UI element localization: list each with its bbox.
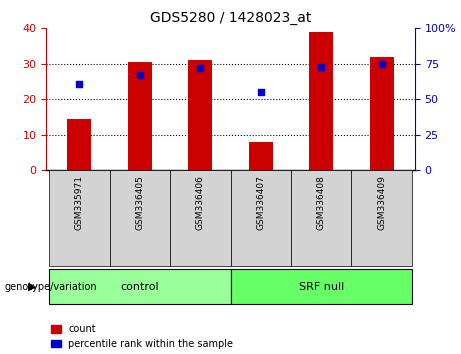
- Bar: [291, 170, 351, 266]
- Bar: [230, 170, 291, 266]
- Text: GSM336406: GSM336406: [196, 175, 205, 230]
- Legend: count, percentile rank within the sample: count, percentile rank within the sample: [51, 324, 233, 349]
- Point: [76, 81, 83, 86]
- Bar: [188, 60, 213, 170]
- Bar: [110, 170, 170, 266]
- Bar: [49, 269, 230, 304]
- Bar: [230, 269, 412, 304]
- Point: [257, 89, 265, 95]
- Bar: [49, 170, 110, 266]
- Point: [196, 65, 204, 71]
- Text: GSM336409: GSM336409: [377, 175, 386, 230]
- Bar: [170, 170, 230, 266]
- Text: GSM335971: GSM335971: [75, 175, 84, 230]
- Bar: [67, 119, 91, 170]
- Text: ▶: ▶: [29, 282, 37, 292]
- Bar: [309, 32, 333, 170]
- Text: GSM336407: GSM336407: [256, 175, 265, 230]
- Text: genotype/variation: genotype/variation: [5, 282, 97, 292]
- Text: control: control: [120, 282, 159, 292]
- Text: GSM336408: GSM336408: [317, 175, 325, 230]
- Bar: [128, 62, 152, 170]
- Point: [378, 61, 385, 67]
- Bar: [370, 57, 394, 170]
- Point: [136, 72, 143, 78]
- Bar: [248, 142, 273, 170]
- Point: [318, 64, 325, 70]
- Title: GDS5280 / 1428023_at: GDS5280 / 1428023_at: [150, 11, 311, 24]
- Bar: [351, 170, 412, 266]
- Text: SRF null: SRF null: [299, 282, 344, 292]
- Text: GSM336405: GSM336405: [136, 175, 144, 230]
